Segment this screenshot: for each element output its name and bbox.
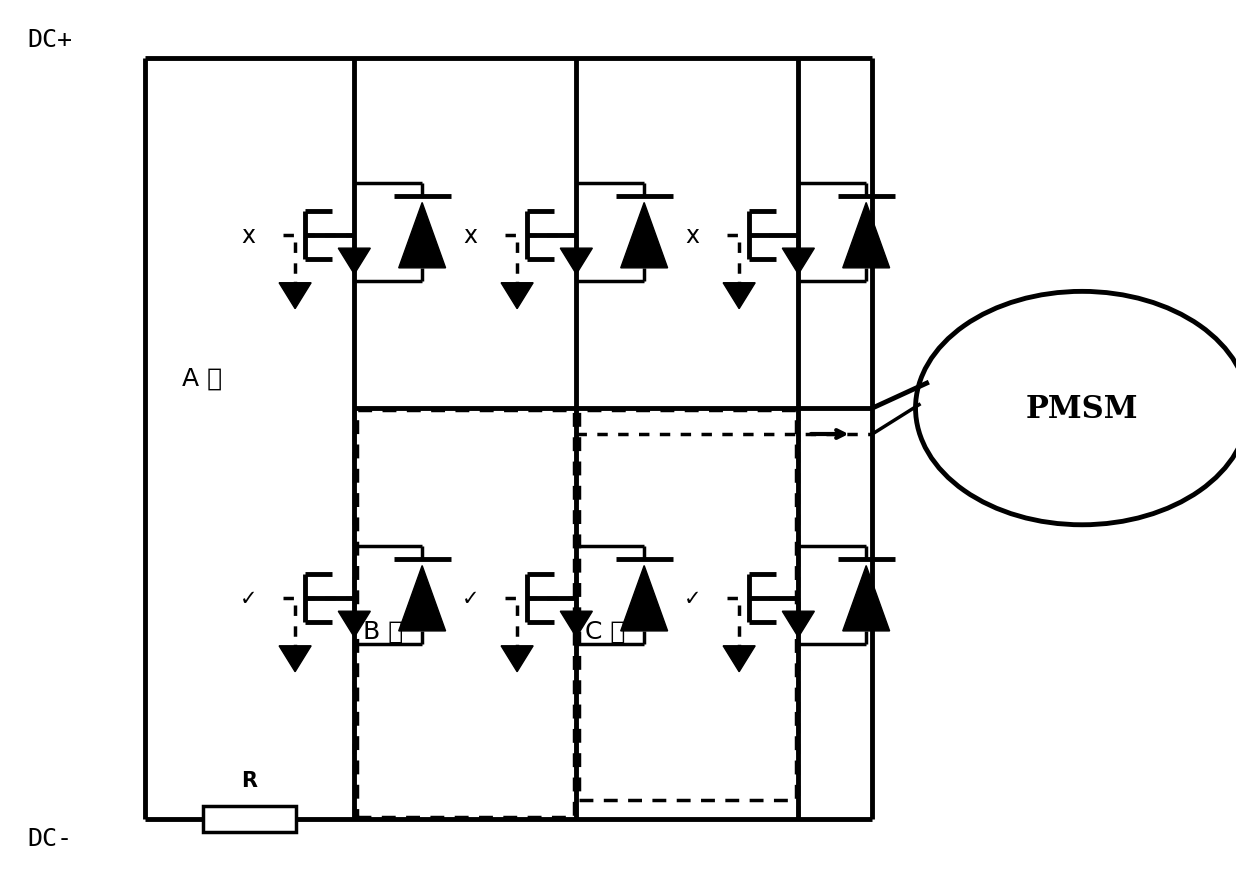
Polygon shape bbox=[338, 249, 370, 275]
Text: ✓: ✓ bbox=[239, 588, 256, 608]
Text: ✓: ✓ bbox=[461, 588, 479, 608]
Polygon shape bbox=[560, 249, 592, 275]
Polygon shape bbox=[724, 283, 756, 309]
Text: R: R bbox=[242, 770, 258, 790]
Text: B 相: B 相 bbox=[363, 619, 403, 643]
Polygon shape bbox=[782, 249, 814, 275]
Polygon shape bbox=[843, 203, 890, 269]
Polygon shape bbox=[724, 646, 756, 672]
Polygon shape bbox=[621, 566, 668, 631]
Polygon shape bbox=[501, 646, 533, 672]
Polygon shape bbox=[843, 566, 890, 631]
Text: DC-: DC- bbox=[27, 826, 72, 850]
Polygon shape bbox=[338, 612, 370, 637]
Text: ✓: ✓ bbox=[684, 588, 701, 608]
Polygon shape bbox=[782, 612, 814, 637]
Polygon shape bbox=[279, 646, 311, 672]
Text: x: x bbox=[242, 224, 255, 248]
Text: A 相: A 相 bbox=[182, 367, 222, 390]
Bar bbox=[357, 410, 574, 817]
Bar bbox=[203, 806, 296, 832]
Polygon shape bbox=[501, 283, 533, 309]
Polygon shape bbox=[621, 203, 668, 269]
Polygon shape bbox=[279, 283, 311, 309]
Polygon shape bbox=[560, 612, 592, 637]
Text: C 相: C 相 bbox=[585, 619, 626, 643]
Text: x: x bbox=[463, 224, 477, 248]
Polygon shape bbox=[399, 566, 446, 631]
Text: DC+: DC+ bbox=[27, 28, 72, 52]
Polygon shape bbox=[399, 203, 446, 269]
Text: x: x bbox=[685, 224, 699, 248]
Text: PMSM: PMSM bbox=[1026, 393, 1139, 424]
Bar bbox=[579, 410, 795, 799]
